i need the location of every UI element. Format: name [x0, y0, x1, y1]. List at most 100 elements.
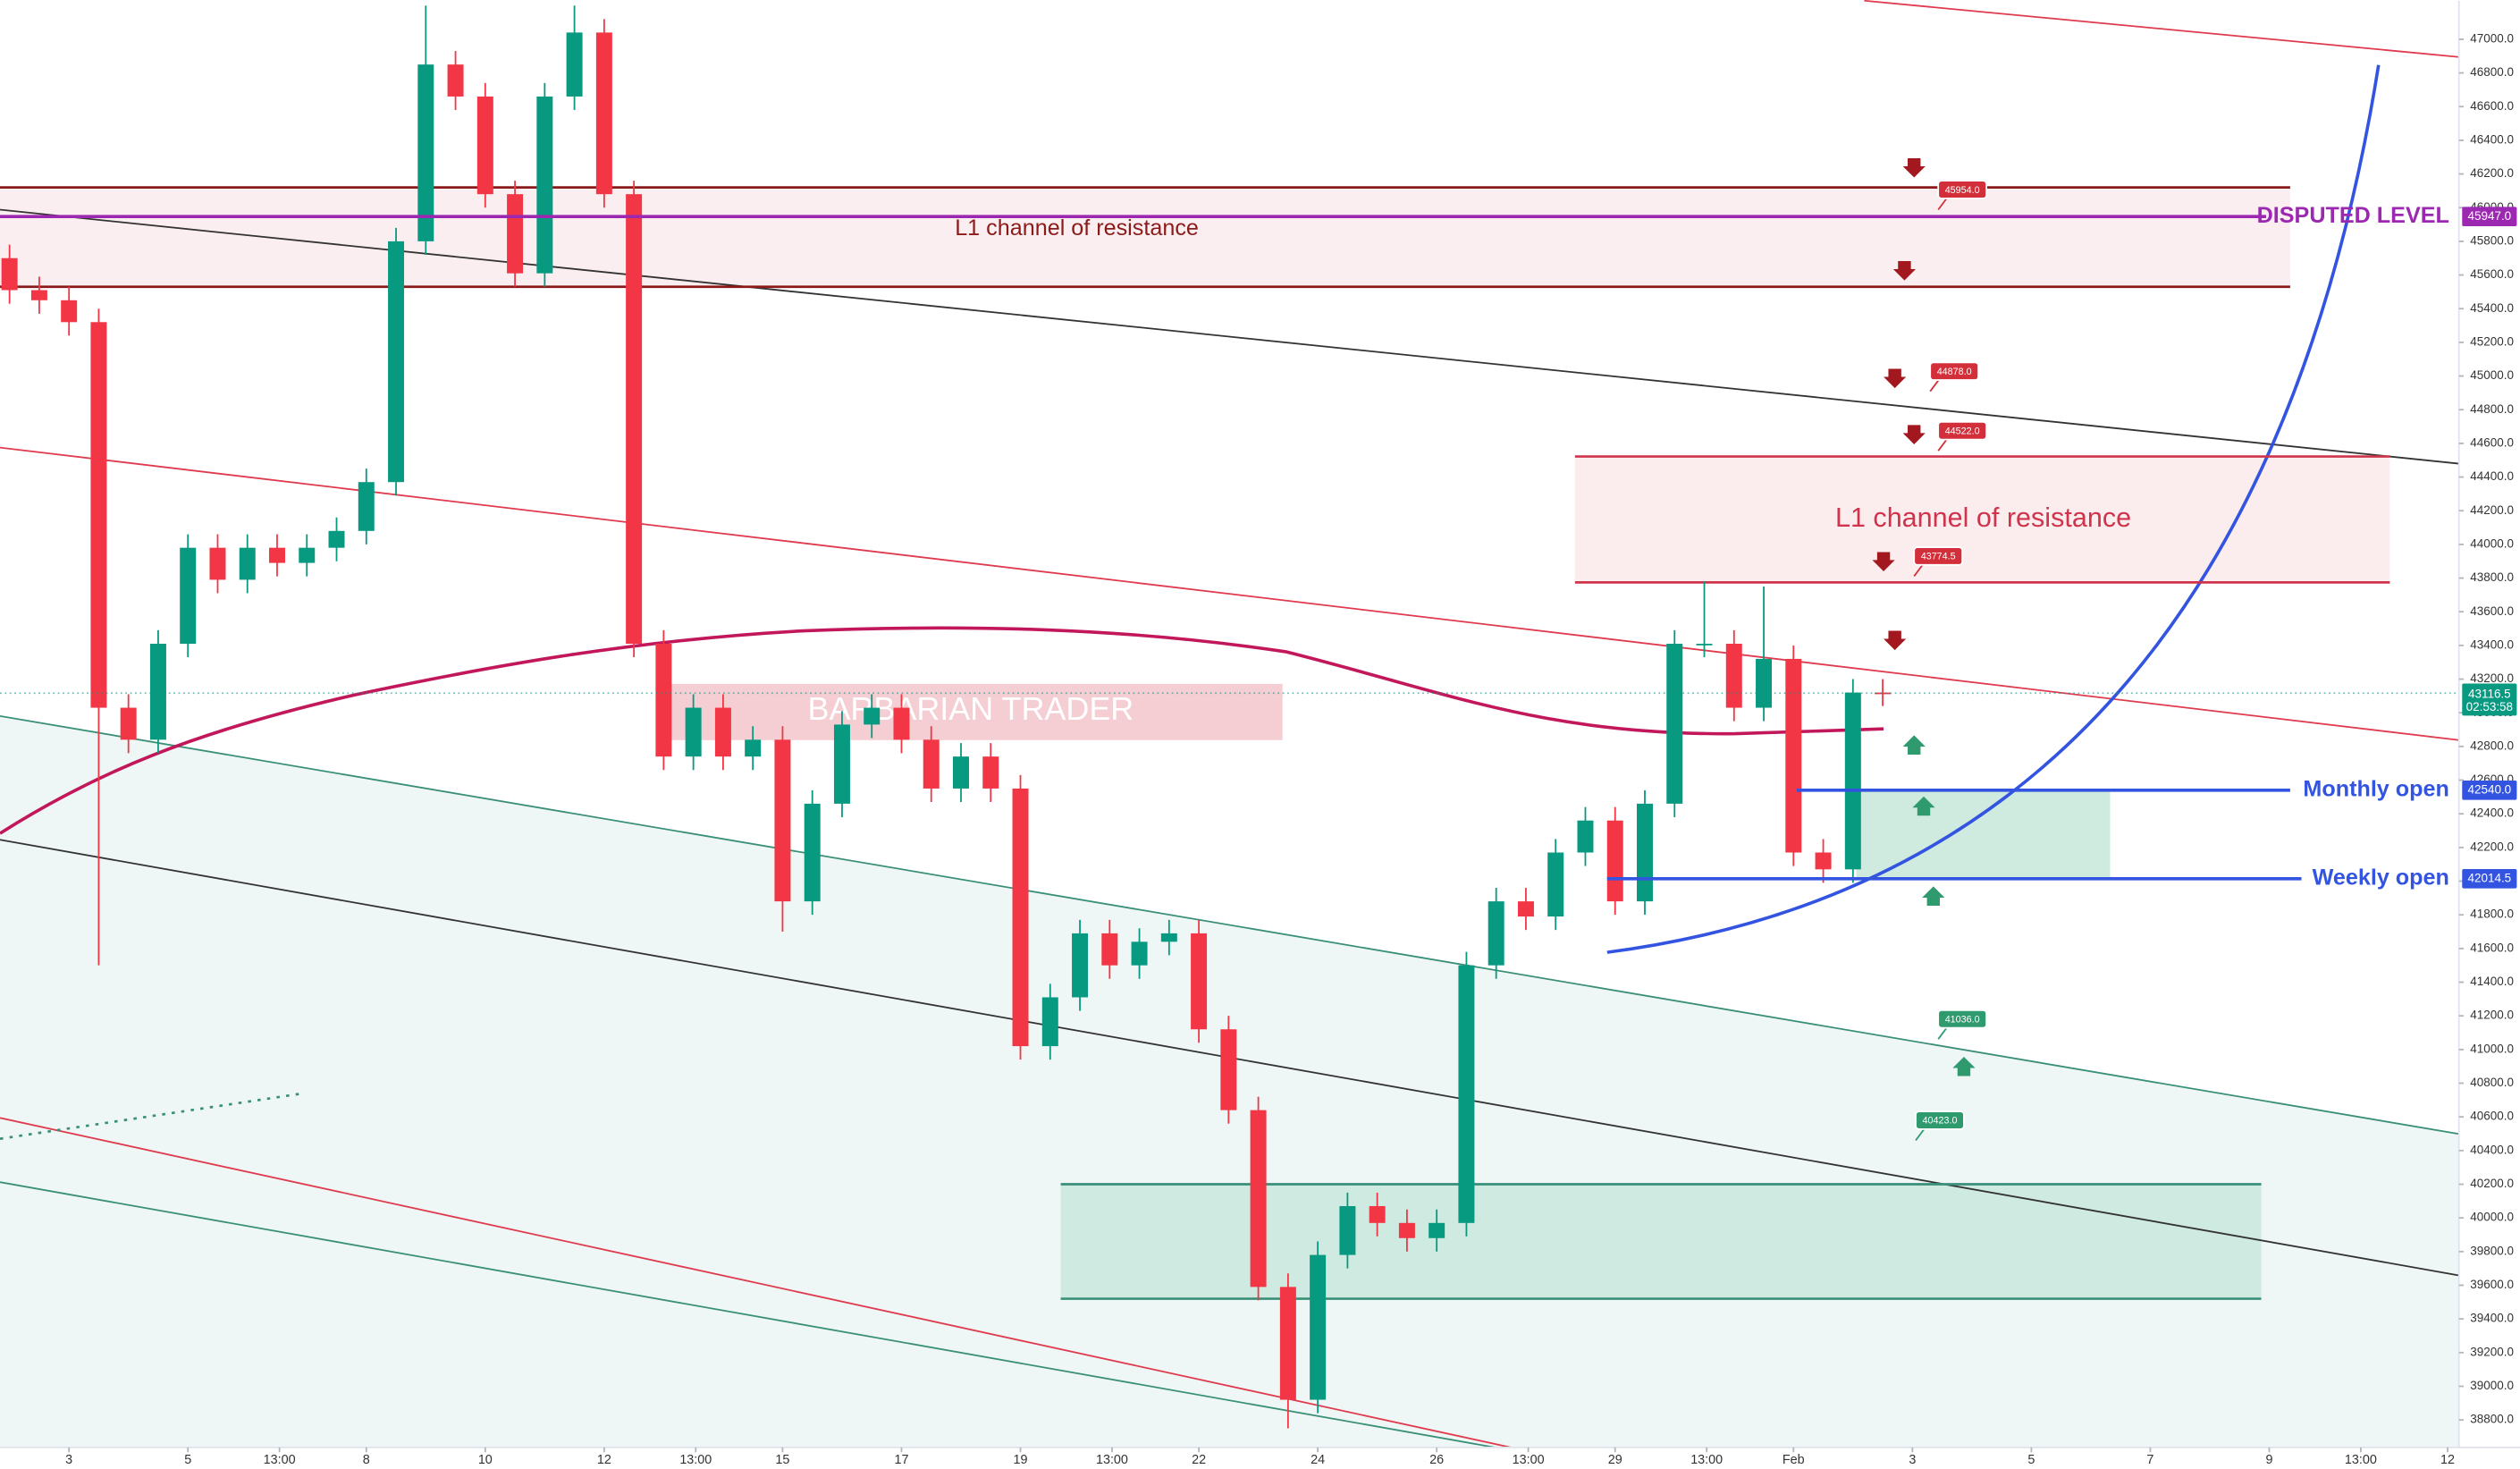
y-tick-label: 41000.0 — [2470, 1042, 2514, 1055]
candle-body — [774, 739, 791, 902]
countdown: 02:53:58 — [2466, 700, 2513, 713]
candle-body — [149, 643, 166, 740]
arrow-down — [1884, 630, 1907, 651]
x-tick-label: 24 — [1311, 1453, 1325, 1467]
x-tick-label: 12 — [2440, 1453, 2455, 1467]
candle-body — [1458, 965, 1475, 1223]
y-tick-label: 44600.0 — [2470, 435, 2514, 449]
candle-body — [1398, 1222, 1415, 1238]
candle-body — [1844, 692, 1861, 870]
y-tick-label: 42200.0 — [2470, 840, 2514, 853]
x-tick-label: Feb — [1783, 1453, 1805, 1467]
axis-tag-label: 42014.5 — [2467, 871, 2511, 884]
candle-body — [595, 32, 612, 195]
x-tick-label: 13:00 — [1096, 1453, 1128, 1467]
candle-body — [1310, 1254, 1327, 1400]
price-tag — [1915, 1110, 1965, 1130]
x-tick-label: 19 — [1014, 1453, 1028, 1467]
candle-body — [388, 241, 405, 483]
zone-label: L1 channel of resistance — [1835, 502, 2131, 533]
price-tag — [1913, 546, 1964, 566]
candle-body — [745, 739, 762, 757]
candle-body — [685, 707, 702, 757]
arrow-down — [1884, 368, 1907, 389]
trend-line — [0, 1117, 1512, 1448]
candle-body — [864, 707, 881, 725]
arrow-up — [1902, 735, 1926, 755]
y-tick-label: 40400.0 — [2470, 1143, 2514, 1156]
y-tick-label: 45600.0 — [2470, 267, 2514, 281]
price-tag — [1937, 420, 1988, 441]
x-tick-label: 29 — [1608, 1453, 1622, 1467]
y-tick-label: 42400.0 — [2470, 806, 2514, 820]
axis-tag-label: 45947.0 — [2467, 209, 2511, 223]
y-tick-label: 43200.0 — [2470, 671, 2514, 685]
arrow-down — [1872, 552, 1895, 572]
y-tick-label: 38800.0 — [2470, 1413, 2514, 1426]
price-tag — [1929, 361, 1980, 381]
zone — [1060, 1184, 2262, 1299]
price-tag — [1937, 180, 1988, 199]
x-tick-label: 9 — [2265, 1453, 2272, 1467]
candle-body — [328, 530, 345, 548]
x-tick-label: 13:00 — [2345, 1453, 2377, 1467]
price-tag-label: 44878.0 — [1937, 367, 1972, 377]
y-tick-label: 44200.0 — [2470, 503, 2514, 517]
y-tick-label: 45000.0 — [2470, 368, 2514, 382]
y-tick-label: 39800.0 — [2470, 1244, 2514, 1257]
x-tick-label: 8 — [363, 1453, 370, 1467]
y-tick-label: 41200.0 — [2470, 1009, 2514, 1022]
candle-body — [1012, 788, 1029, 1047]
candle-body — [61, 300, 78, 323]
candle-body — [1785, 658, 1802, 853]
candle-body — [209, 547, 226, 580]
y-tick-label: 40800.0 — [2470, 1076, 2514, 1089]
candle-body — [30, 290, 47, 300]
candle-body — [507, 194, 524, 274]
candle-body — [1815, 852, 1832, 870]
candle-body — [180, 547, 197, 644]
candle-body — [1577, 820, 1594, 853]
candle-body — [1191, 933, 1208, 1030]
x-tick-label: 15 — [775, 1453, 789, 1467]
zone-label: L1 channel of resistance — [955, 215, 1199, 241]
arrow-down — [1902, 425, 1926, 444]
x-tick-label: 5 — [2027, 1453, 2035, 1467]
axis-tag — [2462, 781, 2517, 800]
candle-body — [1160, 933, 1177, 942]
x-tick-label: 5 — [184, 1453, 191, 1467]
candle-body — [714, 707, 731, 757]
y-tick-label: 40200.0 — [2470, 1177, 2514, 1190]
candle-body — [1250, 1110, 1267, 1287]
dotted-line — [0, 1092, 301, 1140]
axis-tag — [2462, 207, 2517, 227]
arrow-up — [1912, 796, 1935, 816]
candle-body — [1696, 643, 1713, 646]
candle-body — [1369, 1205, 1386, 1223]
candle-body — [90, 322, 107, 708]
y-tick-label: 39000.0 — [2470, 1379, 2514, 1392]
trend-line — [1864, 0, 2459, 58]
y-tick-label: 46800.0 — [2470, 65, 2514, 79]
trend-line — [0, 208, 2459, 465]
candle-body — [1756, 658, 1773, 708]
y-tick-label: 45200.0 — [2470, 334, 2514, 348]
x-tick-label: 13:00 — [1690, 1453, 1723, 1467]
candle-body — [1517, 901, 1534, 917]
y-tick-label: 46200.0 — [2470, 166, 2514, 180]
price-tag — [1937, 1009, 1988, 1029]
candle-body — [1220, 1029, 1237, 1110]
x-tick-label: 10 — [478, 1453, 493, 1467]
y-tick-label: 40600.0 — [2470, 1110, 2514, 1123]
y-tick-label: 46600.0 — [2470, 99, 2514, 113]
candle-body — [1637, 803, 1653, 902]
candle-body — [1547, 852, 1564, 917]
candle-body — [476, 96, 493, 195]
candle-body — [626, 194, 643, 644]
candle-body — [1101, 933, 1118, 966]
y-tick-label: 39600.0 — [2470, 1278, 2514, 1291]
candle-body — [447, 64, 464, 97]
candle-body — [804, 803, 821, 902]
